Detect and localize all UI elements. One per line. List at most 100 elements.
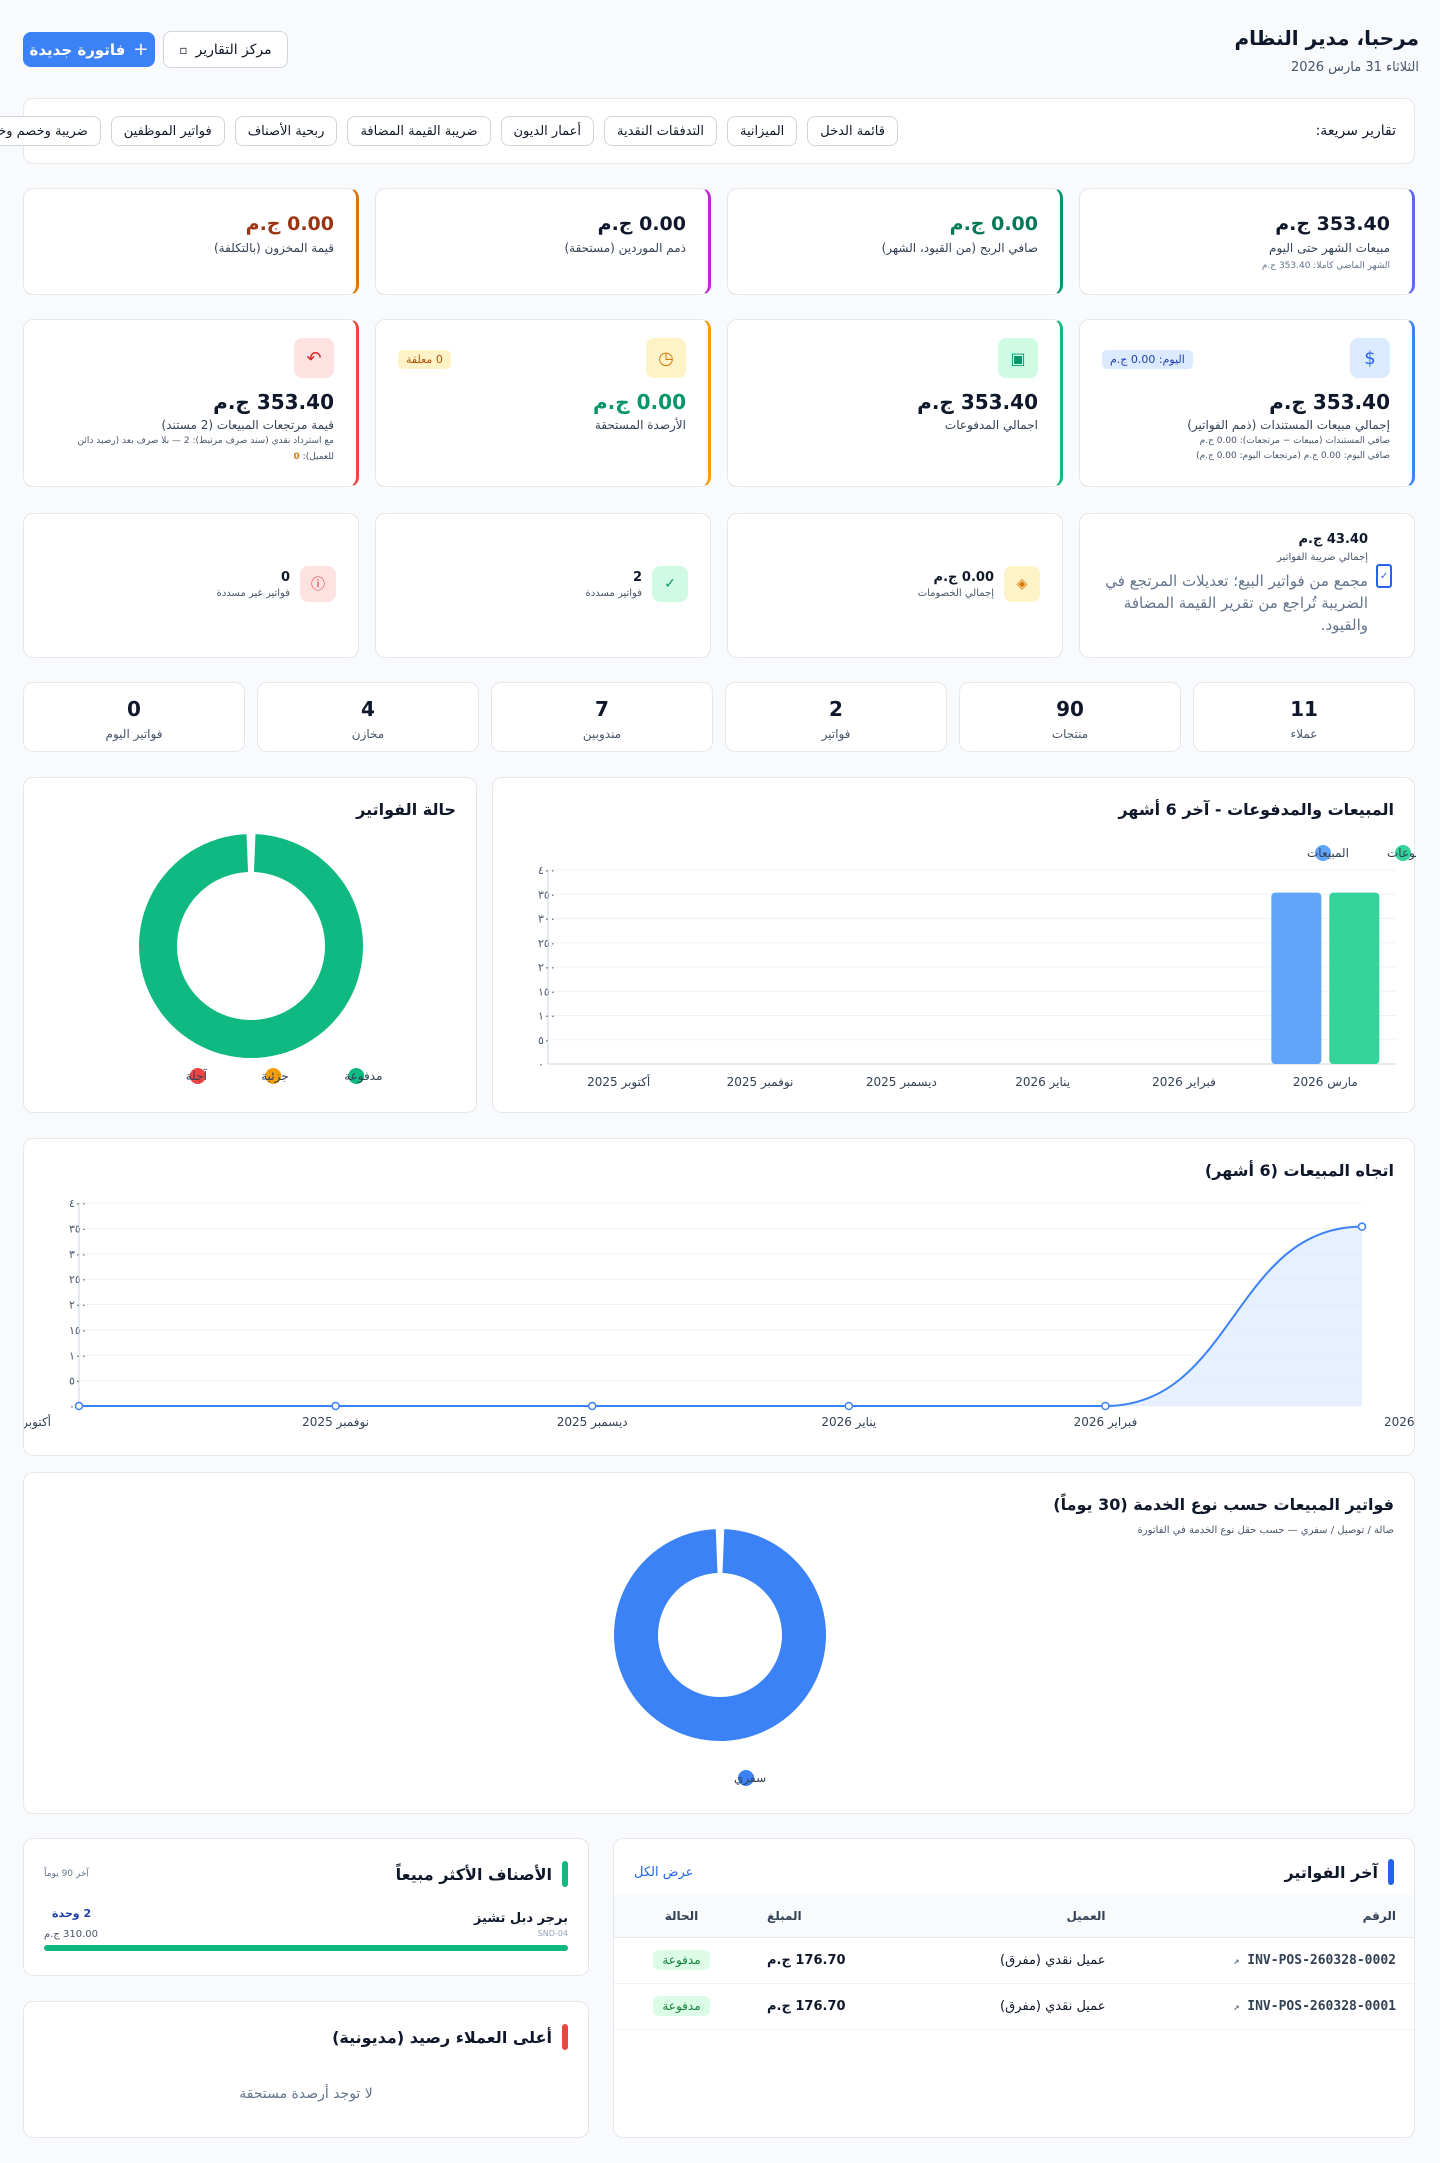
legend-label: المبيعات [1308, 846, 1350, 860]
data-point[interactable] [845, 1401, 855, 1411]
top-debtors-card: أعلى العملاء رصيد (مديونية) لا توجد أرصد… [24, 2001, 590, 2138]
stat-value: 11 [1291, 697, 1319, 721]
total-payments-label: اجمالي المدفوعات [945, 418, 1039, 432]
section-accent [563, 2024, 569, 2050]
service-type-subtitle: صالة / توصيل / سفري — حسب حقل نوع الخدمة… [1138, 1525, 1395, 1536]
outstanding-balances-label: الأرصدة المستحقة [595, 418, 687, 432]
item-share-bar [45, 1945, 569, 1951]
donut-slice[interactable] [615, 1529, 828, 1741]
paid-invoices-value: 2 [633, 570, 643, 585]
kpi-label: ذمم الموردين (مستحقة) [565, 241, 688, 255]
x-tick-label: أكتوبر 2025 [25, 1414, 52, 1430]
x-tick-label: ديسمبر 2025 [867, 1075, 938, 1090]
sales-trend-title: اتجاه المبيعات (6 أشهر) [1205, 1161, 1395, 1180]
status-cell: مدفوعة [615, 1983, 750, 2029]
stat-label: عملاء [1291, 727, 1319, 741]
item-qty: 2 وحدة [53, 1907, 93, 1920]
trend-line [79, 1225, 1364, 1407]
latest-invoices-card: آخر الفواتير عرض الكل الرقم العميل المبلغ ا… [614, 1838, 1416, 2138]
data-point[interactable] [588, 1401, 598, 1411]
reports-center-button[interactable]: مركز التقارير ▫ [164, 31, 289, 68]
quick-report-chip[interactable]: التدفقات النقدية [605, 116, 718, 146]
empty-state: لا توجد أرصدة مستحقة [240, 2086, 374, 2102]
quick-report-chip[interactable]: ضريبة وخصم وخدمة [0, 116, 102, 146]
data-point[interactable] [75, 1401, 85, 1411]
legend-label: مدفوعة [345, 1069, 383, 1084]
legend-swatch [1316, 845, 1332, 861]
kpi-value: 0.00 ج.م [950, 213, 1039, 235]
kpi-card: 0.00 ج.م ذمم الموردين (مستحقة) [376, 188, 712, 295]
bar-payments[interactable] [1330, 892, 1381, 1064]
y-tick-label: ٠ [70, 1400, 76, 1413]
kpi-outstanding-balances: ◷ 0 معلقة 0.00 ج.م الأرصدة المستحقة [376, 319, 712, 487]
kpi-label: مبيعات الشهر حتى اليوم [1270, 241, 1391, 255]
quick-report-chip[interactable]: ربحية الأصناف [235, 116, 339, 146]
stat-card: 0 فواتير اليوم [24, 682, 246, 752]
x-tick-label: مارس 2026 [1385, 1415, 1417, 1430]
invoice-number-cell[interactable]: ↗ INV-POS-260328-0001 [1125, 1983, 1416, 2029]
y-tick-label: ١٠٠ [70, 1349, 88, 1362]
item-share-track [45, 1945, 569, 1951]
kpi-total-discounts: ◈ 0.00 ج.م إجمالي الخصومات [728, 513, 1064, 658]
kpi-sales-returns: ↶ 353.40 ج.م قيمة مرتجعات المبيعات (2 مس… [24, 319, 360, 487]
quick-report-chip[interactable]: قائمة الدخل [808, 116, 899, 146]
legend-swatch [266, 1068, 283, 1084]
pending-badge: 0 معلقة [399, 350, 452, 369]
stat-value: 7 [596, 697, 610, 721]
tax-icon: ✓ [1377, 564, 1393, 588]
invoice-number-cell[interactable]: ↗ INV-POS-260328-0002 [1125, 1937, 1416, 1983]
outstanding-balances-value: 0.00 ج.م [594, 390, 687, 414]
quick-report-chip[interactable]: ضريبة القيمة المضافة [348, 116, 492, 146]
y-tick-label: ٠ [539, 1058, 545, 1071]
view-all-link[interactable]: عرض الكل [635, 1865, 695, 1880]
stat-label: فواتير اليوم [106, 727, 164, 741]
invoice-number[interactable]: INV-POS-260328-0001 [1248, 1998, 1397, 2014]
returns-credit-value: 0 [294, 452, 301, 462]
stat-card: 2 فواتير [726, 682, 948, 752]
y-tick-label: ٢٥٠ [70, 1273, 88, 1286]
item-code: SND-04 [538, 1929, 569, 1938]
paid-invoices-label: فواتير مسددة [586, 588, 643, 599]
document-net-line: صافي المستندات (مبيعات − مرتجعات): 0.00 … [1200, 436, 1391, 446]
total-discounts-label: إجمالي الخصومات [918, 588, 995, 599]
column-header: العميل [1067, 1908, 1107, 1923]
stat-card: 11 عملاء [1194, 682, 1416, 752]
reports-icon: ▫ [180, 42, 189, 57]
bar-sales[interactable] [1272, 892, 1323, 1064]
kpi-card: 353.40 ج.م مبيعات الشهر حتى اليوم الشهر … [1080, 188, 1416, 295]
amount-cell: 176.70 ج.م [768, 1952, 847, 1968]
latest-invoices-title: آخر الفواتير [1285, 1863, 1379, 1882]
table-row[interactable]: ↗ INV-POS-260328-0002 عميل نقدي (مفرق) 1… [615, 1937, 1415, 1983]
kpi-note: الشهر الماضي كاملا: 353.40 ج.م [1262, 261, 1391, 271]
donut-slice[interactable] [140, 834, 364, 1058]
sales-trend-chart: ٠ ٥٠ ١٠٠ ١٥٠ ٢٠٠ ٢٥٠ ٣٠٠ ٣٥٠ ٤٠٠ أكتوبر 2025 نوفمب… [25, 1197, 1417, 1430]
kpi-unpaid-invoices: ⓘ 0 فواتير غير مسددة [24, 513, 360, 658]
y-tick-label: ٣٠٠ [539, 913, 557, 926]
data-point[interactable] [1358, 1222, 1368, 1231]
service-type-title: فواتير المبيعات حسب نوع الخدمة (30 يوماً… [1054, 1495, 1395, 1514]
data-point[interactable] [1102, 1401, 1111, 1411]
invoice-number[interactable]: INV-POS-260328-0002 [1248, 1952, 1397, 1968]
external-link-icon: ↗ [1234, 2001, 1241, 2013]
quick-report-chip[interactable]: الميزانية [727, 116, 799, 146]
quick-reports-label: تقارير سريعة: [1316, 123, 1397, 139]
table-row[interactable]: ↗ INV-POS-260328-0001 عميل نقدي (مفرق) 1… [615, 1983, 1415, 2029]
top-items-title: الأصناف الأكثر مبيعاً [396, 1865, 553, 1884]
quick-report-chip[interactable]: فواتير الموظفين [111, 116, 226, 146]
service-type-card: فواتير المبيعات حسب نوع الخدمة (30 يوماً… [24, 1472, 1416, 1814]
quick-reports-bar: تقارير سريعة: قائمة الدخل الميزانية التدفق… [0, 98, 1416, 164]
new-invoice-button[interactable]: + فاتورة جديدة [24, 32, 156, 67]
invoice-status-card: حالة الفواتير مدفوعة جزئية آجلة [24, 777, 478, 1113]
quick-report-chip[interactable]: أعمار الديون [501, 116, 596, 146]
y-tick-label: ١٥٠ [539, 985, 557, 998]
data-point[interactable] [332, 1401, 341, 1411]
stat-value: 2 [830, 697, 844, 721]
external-link-icon: ↗ [1234, 1955, 1241, 1967]
x-tick-label: فبراير 2026 [1153, 1075, 1217, 1090]
table-header-row: الرقم العميل المبلغ الحالة [615, 1895, 1415, 1937]
kpi-document-sales: $ اليوم: 0.00 ج.م 353.40 ج.م إجمالي مبيع… [1080, 319, 1416, 487]
return-icon: ↶ [295, 338, 335, 378]
quick-reports-list: قائمة الدخل الميزانية التدفقات النقدية أعما… [0, 116, 899, 146]
legend-label: المدفوعات [1388, 846, 1417, 861]
stat-value: 90 [1057, 697, 1085, 721]
